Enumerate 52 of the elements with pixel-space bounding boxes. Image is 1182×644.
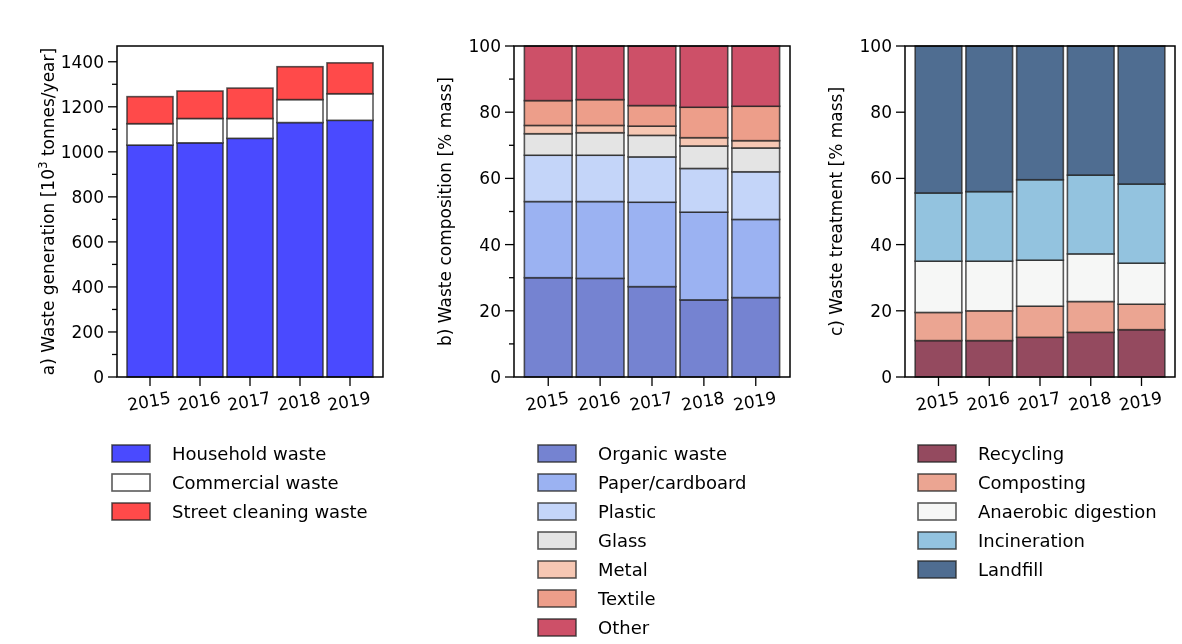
- x-tick-label: 2018: [1066, 387, 1113, 415]
- x-tick-label: 2017: [225, 387, 272, 415]
- x-tick-label: 2017: [1015, 387, 1062, 415]
- legend-label: Organic waste: [598, 443, 727, 465]
- y-tick-label: 800: [71, 186, 104, 207]
- legend-label: Paper/cardboard: [598, 472, 747, 494]
- y-tick-label: 200: [71, 321, 104, 342]
- legend-label: Anaerobic digestion: [978, 501, 1157, 523]
- y-tick-label: 80: [870, 102, 892, 123]
- x-tick-label: 2018: [679, 387, 726, 415]
- x-tick-label: 2019: [1117, 387, 1164, 415]
- x-tick-label: 2015: [914, 387, 961, 415]
- x-tick-label: 2019: [325, 387, 372, 415]
- legend-label: Household waste: [172, 443, 327, 465]
- legend-label: Street cleaning waste: [172, 501, 368, 523]
- y-tick-label: 20: [870, 300, 892, 321]
- y-tick-label: 0: [93, 366, 104, 387]
- x-tick-label: 2016: [965, 387, 1012, 415]
- legend-label: Commercial waste: [172, 472, 339, 494]
- y-tick-label: 100: [859, 35, 892, 56]
- x-tick-label: 2015: [524, 387, 571, 415]
- y-tick-label: 40: [870, 234, 892, 255]
- y-tick-label: 60: [870, 168, 892, 189]
- x-tick-label: 2016: [175, 387, 222, 415]
- y-tick-label: 20: [479, 300, 501, 321]
- x-tick-label: 2018: [275, 387, 322, 415]
- y-tick-label: 1200: [60, 96, 104, 117]
- y-tick-label: 60: [479, 168, 501, 189]
- x-tick-label: 2019: [731, 387, 778, 415]
- x-tick-label: 2015: [125, 387, 172, 415]
- y-tick-label: 600: [71, 231, 104, 252]
- legend-label: Textile: [597, 588, 656, 610]
- legend-label: Other: [598, 617, 650, 639]
- legend-label: Composting: [978, 472, 1086, 494]
- legend-label: Recycling: [978, 443, 1065, 465]
- y-tick-label: 1400: [60, 51, 104, 72]
- y-tick-label: 100: [468, 35, 501, 56]
- y-axis-title: b) Waste composition [% mass]: [435, 77, 455, 346]
- y-tick-label: 40: [479, 234, 501, 255]
- y-tick-label: 0: [881, 366, 892, 387]
- x-tick-label: 2016: [576, 387, 623, 415]
- y-tick-label: 400: [71, 276, 104, 297]
- legend-label: Plastic: [598, 501, 657, 523]
- legend-label: Glass: [598, 530, 647, 552]
- legend-label: Landfill: [978, 559, 1044, 581]
- legend-label: Metal: [598, 559, 648, 581]
- legend-label: Incineration: [978, 530, 1086, 552]
- y-tick-label: 0: [490, 366, 501, 387]
- y-tick-label: 1000: [60, 141, 104, 162]
- x-tick-label: 2017: [627, 387, 674, 415]
- y-axis-title: c) Waste treatment [% mass]: [826, 86, 846, 337]
- y-tick-label: 80: [479, 102, 501, 123]
